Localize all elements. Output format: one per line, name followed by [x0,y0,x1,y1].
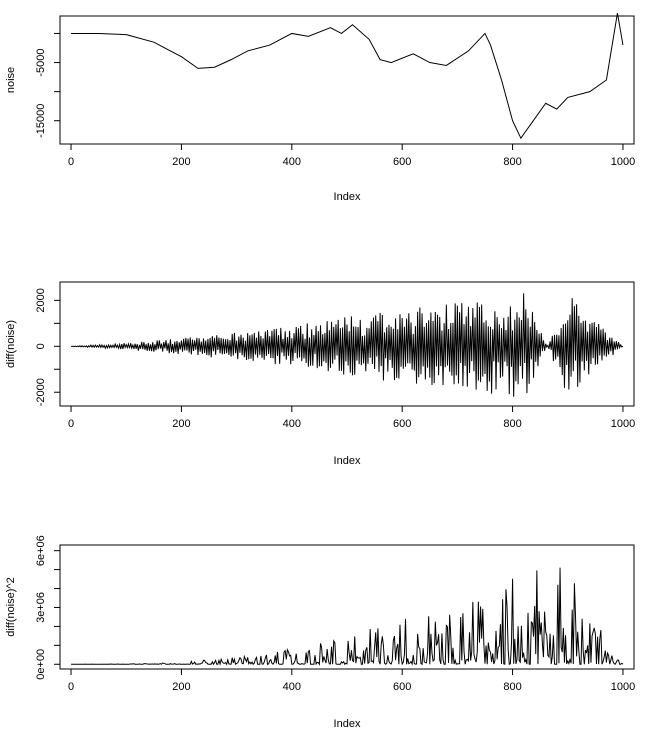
noise-x-tick-label: 200 [172,156,190,168]
diff-noise-squared-y-tick-label: 3e+06 [35,592,47,623]
diff-noise-panel: Index diff(noise) 0 200 400 600 800 1000 -200… [5,281,635,467]
diff-noise-squared-x-tick-label: 1000 [611,681,635,693]
diff-noise-x-tick-label: 200 [172,418,190,430]
noise-x-tick-label: 600 [393,156,411,168]
diff-noise-squared-x-ticks: 0 200 400 600 800 1000 [68,669,635,693]
diff-noise-squared-x-tick-label: 0 [68,681,74,693]
diff-noise-squared-x-tick-label: 200 [172,681,190,693]
diff-noise-x-tick-label: 1000 [611,418,635,430]
diff-noise-x-tick-label: 800 [503,418,521,430]
noise-y-ticks: -15000 -5000 [35,32,60,138]
diff-noise-x-ticks: 0 200 400 600 800 1000 [68,406,635,430]
diff-noise-squared-line [71,567,624,666]
noise-y-tick-label: -5000 [35,48,47,76]
diff-noise-y-tick-label: 0 [35,343,47,349]
noise-y-axis-title: noise [5,67,17,93]
noise-x-ticks: 0 200 400 600 800 1000 [68,144,635,168]
diff-noise-plot-frame [59,281,635,407]
diff-noise-x-tick-label: 600 [393,418,411,430]
diff-noise-x-tick-label: 0 [68,418,74,430]
diff-noise-squared-series [71,567,624,666]
diff-noise-y-ticks: -2000 0 2000 [35,288,60,406]
diff-noise-squared-y-axis-title: diff(noise)^2 [5,577,17,636]
noise-x-tick-label: 400 [283,156,301,168]
noise-x-tick-label: 1000 [611,156,635,168]
diff-noise-squared-x-tick-label: 800 [503,681,521,693]
diff-noise-squared-y-ticks: 0e+00 3e+06 6e+06 [35,535,60,680]
noise-y-tick-label: -15000 [35,104,47,138]
diff-noise-y-axis-title: diff(noise) [5,320,17,368]
noise-plot-frame [59,15,635,145]
diff-noise-y-tick-label: 2000 [35,288,47,312]
noise-x-tick-label: 800 [503,156,521,168]
diff-noise-x-axis-title: Index [334,455,361,467]
noise-x-tick-label: 0 [68,156,74,168]
diff-noise-squared-x-tick-label: 400 [283,681,301,693]
noise-x-axis-title: Index [334,191,361,203]
diff-noise-y-tick-label: -2000 [35,378,47,406]
diff-noise-squared-x-tick-label: 600 [393,681,411,693]
noise-panel: Index noise 0 200 400 600 800 1000 -15000 -500… [5,13,635,203]
diff-noise-series [71,293,624,397]
diff-noise-squared-y-tick-label: 0e+00 [35,649,47,680]
diff-noise-x-tick-label: 400 [283,418,301,430]
diff-noise-squared-panel: Index diff(noise)^2 0 200 400 600 800 1000 0e… [5,535,635,730]
noise-series [71,13,624,140]
diff-noise-line [71,293,624,397]
diff-noise-squared-y-tick-label: 6e+06 [35,535,47,566]
diff-noise-squared-x-axis-title: Index [334,718,361,730]
noise-line [71,13,624,140]
